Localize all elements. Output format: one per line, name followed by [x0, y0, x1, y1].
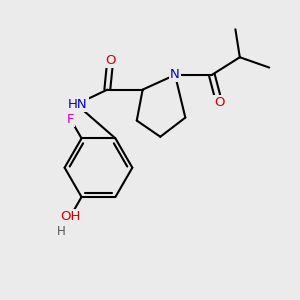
- Text: O: O: [214, 96, 224, 110]
- Text: OH: OH: [60, 210, 81, 223]
- Text: F: F: [67, 113, 74, 126]
- Text: H: H: [57, 225, 66, 239]
- Text: N: N: [170, 68, 180, 81]
- Text: HN: HN: [68, 98, 88, 111]
- Text: O: O: [105, 54, 116, 67]
